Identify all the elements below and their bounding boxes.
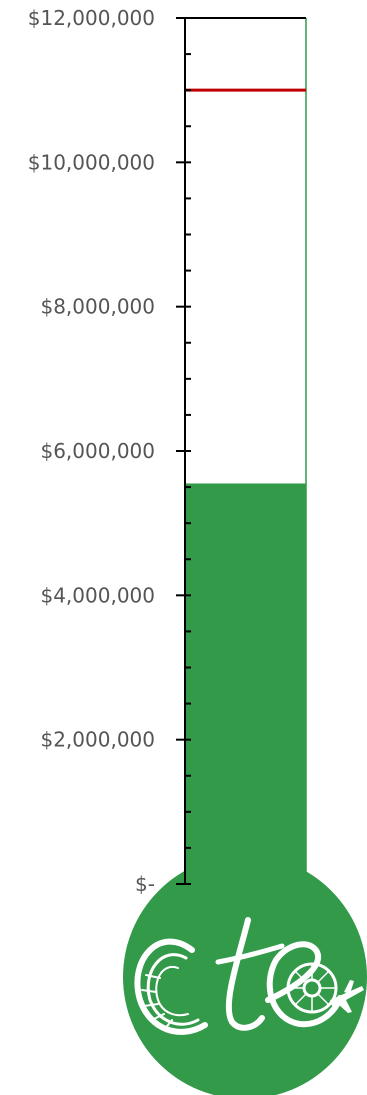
thermometer-bulb [123, 855, 367, 1095]
y-axis-tick-labels: $- $2,000,000 $4,000,000 $6,000,000 $8,000,0… [28, 6, 155, 896]
raised-amount-fill [185, 483, 306, 886]
logo-letter-t [215, 917, 285, 1031]
y-tick-label: $10,000,000 [28, 150, 155, 174]
bicycle-wheel-icon [134, 938, 208, 1035]
y-tick-label: $2,000,000 [40, 728, 155, 752]
y-axis-ticks [176, 17, 191, 885]
y-tick-label: $8,000,000 [40, 295, 155, 319]
y-tick-label: $4,000,000 [40, 583, 155, 607]
y-tick-label: $- [135, 872, 155, 896]
airplane-icon [330, 980, 364, 1013]
bicycle-wheel-icon [265, 941, 343, 1028]
y-tick-label: $6,000,000 [40, 439, 155, 463]
y-tick-label: $12,000,000 [28, 6, 155, 30]
cte-logo [134, 917, 364, 1035]
